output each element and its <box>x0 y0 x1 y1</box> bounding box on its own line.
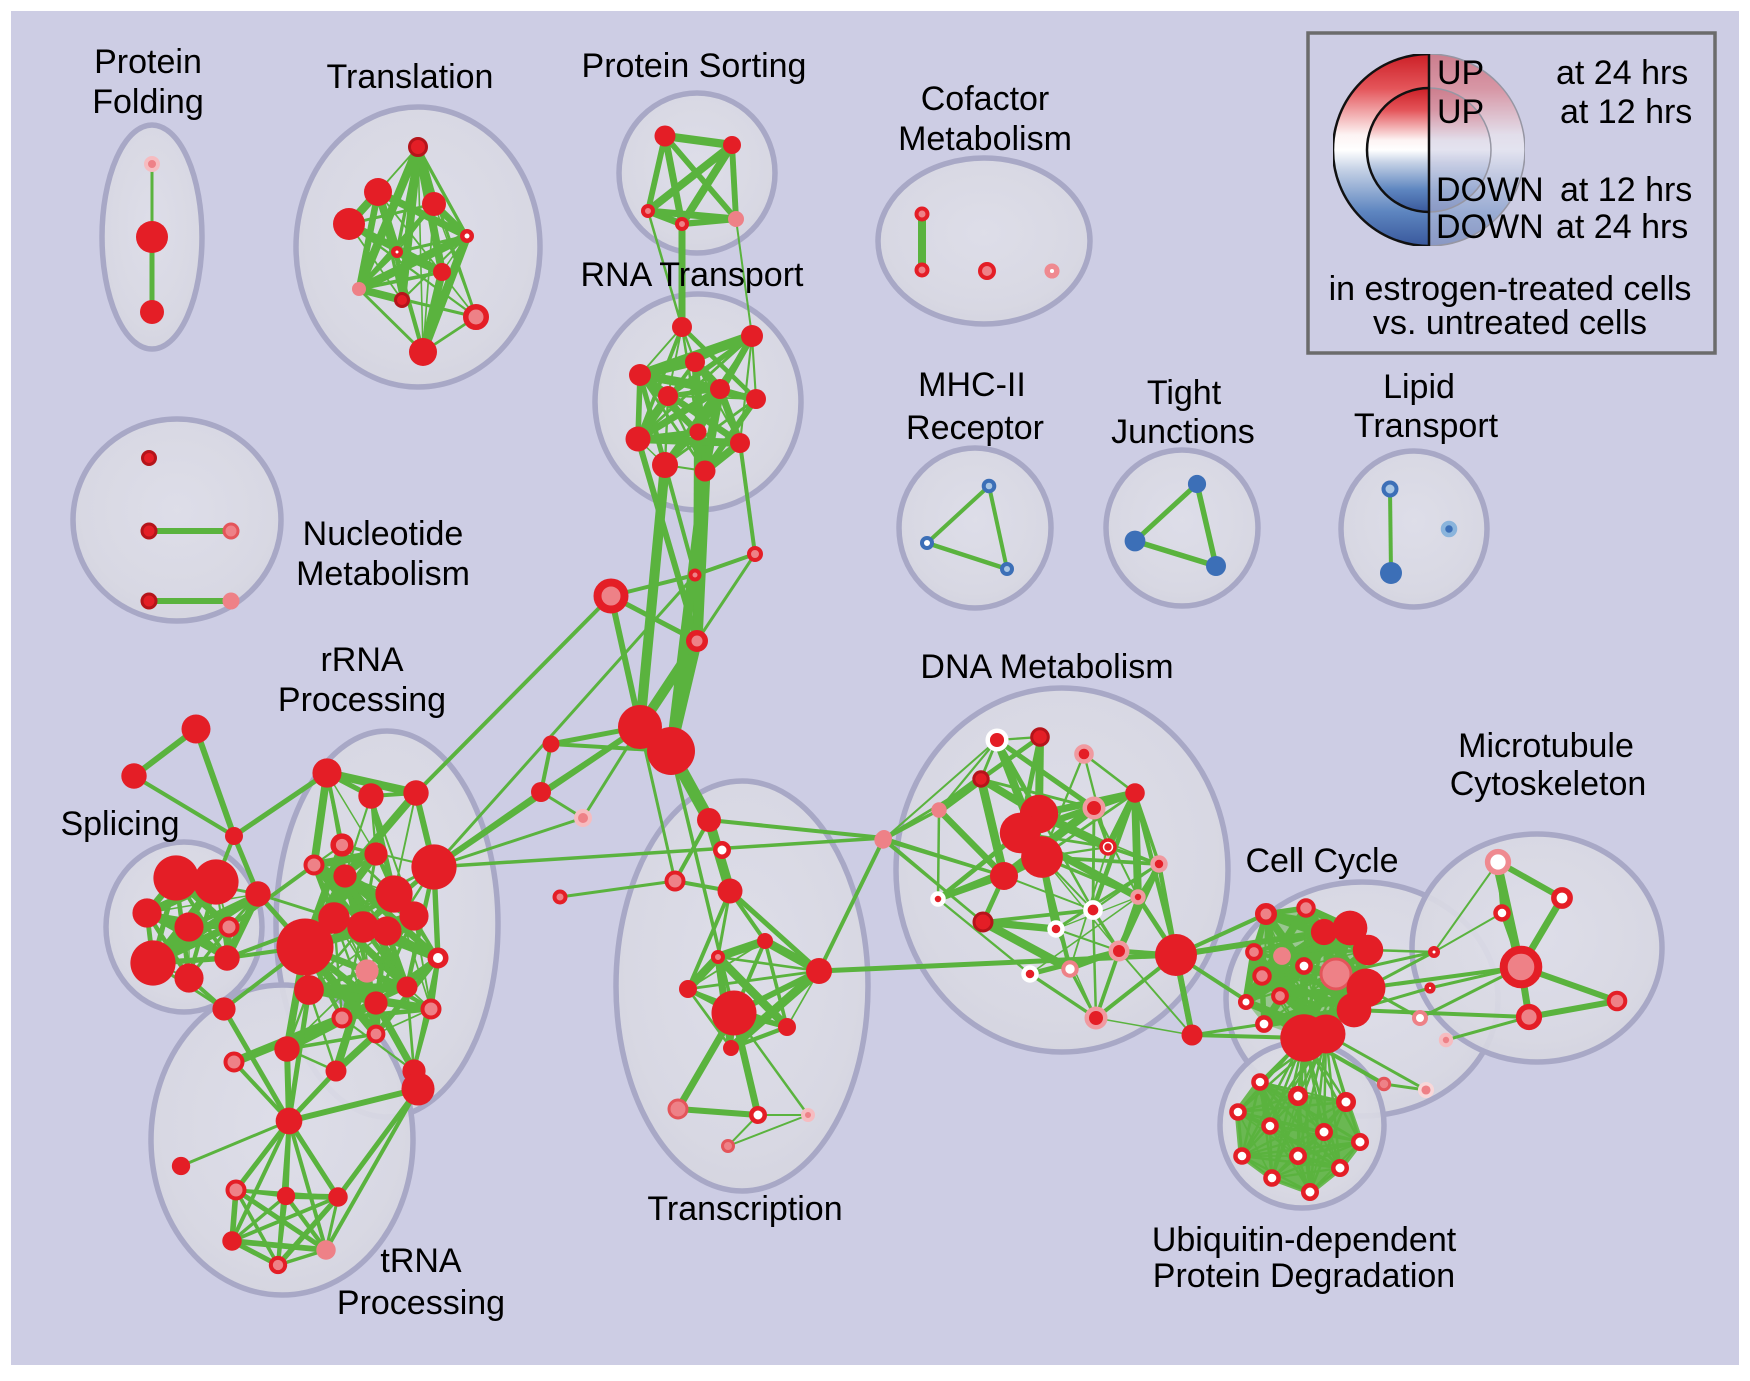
svg-text:at 24 hrs: at 24 hrs <box>1556 54 1688 92</box>
svg-text:Metabolism: Metabolism <box>296 555 470 593</box>
svg-text:in estrogen-treated cells: in estrogen-treated cells <box>1329 270 1692 308</box>
svg-text:Splicing: Splicing <box>60 805 179 843</box>
svg-text:at 24 hrs: at 24 hrs <box>1556 208 1688 246</box>
svg-text:at 12 hrs: at 12 hrs <box>1560 171 1692 209</box>
svg-text:Receptor: Receptor <box>906 409 1044 447</box>
svg-text:vs. untreated cells: vs. untreated cells <box>1373 304 1647 342</box>
svg-text:Folding: Folding <box>92 83 204 121</box>
svg-text:at 12 hrs: at 12 hrs <box>1560 93 1692 131</box>
svg-text:DOWN: DOWN <box>1436 208 1544 246</box>
svg-text:Cytoskeleton: Cytoskeleton <box>1450 765 1647 803</box>
svg-text:Nucleotide: Nucleotide <box>303 515 464 553</box>
svg-text:Protein Sorting: Protein Sorting <box>582 47 807 85</box>
svg-text:Metabolism: Metabolism <box>898 120 1072 158</box>
svg-text:DNA Metabolism: DNA Metabolism <box>920 648 1173 686</box>
svg-text:Protein Degradation: Protein Degradation <box>1153 1257 1455 1295</box>
svg-text:tRNA: tRNA <box>380 1242 462 1280</box>
svg-text:Processing: Processing <box>278 681 446 719</box>
svg-text:Tight: Tight <box>1147 374 1222 412</box>
svg-text:rRNA: rRNA <box>320 641 403 679</box>
svg-text:Ubiquitin-dependent: Ubiquitin-dependent <box>1152 1221 1457 1259</box>
svg-text:Cofactor: Cofactor <box>921 80 1050 118</box>
svg-text:RNA Transport: RNA Transport <box>581 256 805 294</box>
svg-text:Transcription: Transcription <box>647 1190 842 1228</box>
svg-text:Transport: Transport <box>1354 407 1499 445</box>
svg-text:Microtubule: Microtubule <box>1458 727 1634 765</box>
svg-text:Lipid: Lipid <box>1383 368 1455 406</box>
svg-text:UP: UP <box>1437 54 1484 92</box>
svg-text:Junctions: Junctions <box>1111 413 1255 451</box>
svg-text:MHC-II: MHC-II <box>918 366 1026 404</box>
svg-text:UP: UP <box>1437 93 1484 131</box>
svg-text:Processing: Processing <box>337 1284 505 1322</box>
svg-text:Translation: Translation <box>327 58 494 96</box>
svg-text:DOWN: DOWN <box>1436 171 1544 209</box>
svg-text:Cell Cycle: Cell Cycle <box>1245 842 1398 880</box>
svg-text:Protein: Protein <box>94 43 202 81</box>
